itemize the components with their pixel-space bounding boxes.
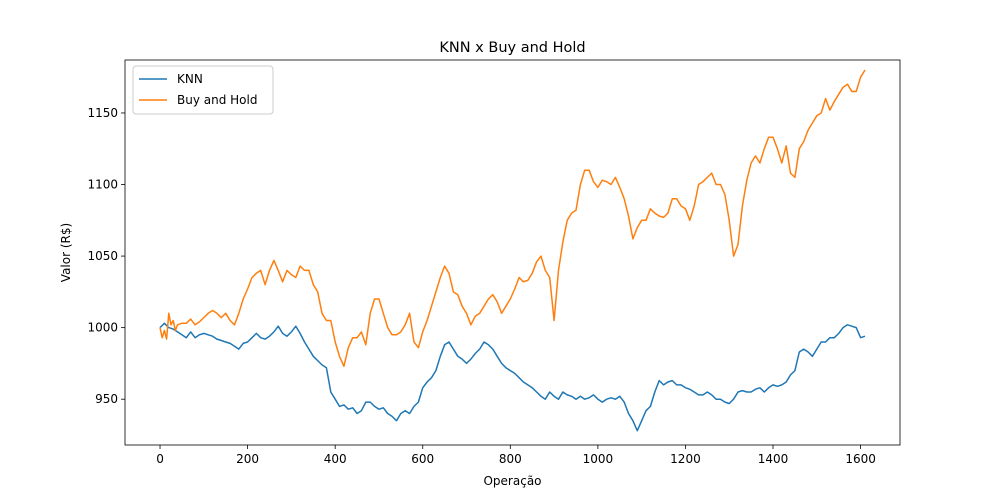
x-tick-label: 800 — [499, 452, 522, 466]
legend-label: KNN — [177, 72, 203, 86]
axis-ticks: 0 200 400 600 800 1000 1200 1400 1600 950 1000 1050… — [87, 106, 875, 466]
legend-box — [132, 65, 274, 115]
legend: KNN Buy and Hold — [132, 65, 274, 115]
y-tick-label: 1050 — [87, 249, 118, 263]
y-tick-label: 950 — [95, 392, 118, 406]
series-line-knn — [159, 322, 866, 432]
x-tick-label: 1200 — [670, 452, 701, 466]
chart-title: KNN x Buy and Hold — [439, 40, 585, 56]
x-tick-label: 1000 — [583, 452, 614, 466]
axes-frame — [124, 59, 901, 446]
y-tick-label: 1150 — [87, 106, 118, 120]
x-axis-label: Operação — [483, 474, 541, 488]
x-tick-label: 600 — [411, 452, 434, 466]
legend-label: Buy and Hold — [177, 93, 257, 107]
x-tick-label: 1600 — [845, 452, 876, 466]
y-axis-label: Valor (R$) — [59, 223, 73, 282]
x-tick-label: 0 — [156, 452, 164, 466]
plot-area — [159, 69, 866, 432]
y-tick-label: 1100 — [87, 178, 118, 192]
x-tick-label: 400 — [324, 452, 347, 466]
y-tick-label: 1000 — [87, 321, 118, 335]
series-line-buy-and-hold — [159, 69, 866, 368]
x-tick-label: 1400 — [758, 452, 789, 466]
x-tick-label: 200 — [236, 452, 259, 466]
